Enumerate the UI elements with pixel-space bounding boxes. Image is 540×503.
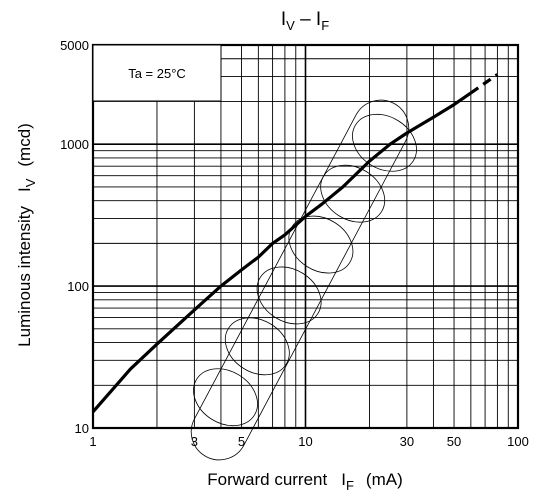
x-tick-label: 1 <box>89 434 96 449</box>
title-base: I <box>281 9 286 30</box>
y-axis-label: Luminous intensity IV (mcd) <box>15 123 38 347</box>
annotation-box: Ta = 25°C <box>92 44 222 102</box>
curve-dashed <box>469 73 499 95</box>
y-axis-symbol-sub: V <box>23 178 38 187</box>
x-tick-label: 30 <box>400 434 414 449</box>
y-tick-label: 1000 <box>60 137 89 152</box>
grid <box>91 43 520 430</box>
x-tick-label: 10 <box>298 434 312 449</box>
x-tick-label: 50 <box>447 434 461 449</box>
y-tick-label: 10 <box>75 421 89 436</box>
x-tick-label: 5 <box>238 434 245 449</box>
x-axis-symbol-sub: F <box>346 478 354 493</box>
x-tick-labels: 1 3 5 10 30 50 100 <box>89 434 528 449</box>
curves <box>91 73 499 413</box>
y-tick-label: 100 <box>67 279 89 294</box>
y-tick-labels: 10 100 1000 5000 <box>60 38 89 436</box>
x-axis-symbol: I <box>341 470 346 489</box>
annotation-text: Ta = 25°C <box>128 66 186 81</box>
watermark-letter <box>256 266 322 325</box>
plot-frame <box>91 43 520 430</box>
x-tick-label: 3 <box>191 434 198 449</box>
x-axis-unit: (mA) <box>366 470 403 489</box>
watermark-letter <box>193 368 258 427</box>
watermark-letter <box>320 164 386 223</box>
curve-solid <box>91 91 472 413</box>
title-sub2: F <box>321 18 329 33</box>
y-axis-symbol: I <box>15 187 34 192</box>
x-tick-label: 100 <box>507 434 529 449</box>
y-axis-unit: (mcd) <box>15 123 34 166</box>
x-axis-label: Forward current IF (mA) <box>207 470 403 493</box>
title-mid: – I <box>295 9 321 30</box>
y-tick-label: 5000 <box>60 38 89 53</box>
chart-title: IV – IF <box>281 9 329 33</box>
x-axis-label-text: Forward current <box>207 470 327 489</box>
y-axis-label-text: Luminous intensity <box>15 206 34 347</box>
title-sub1: V <box>286 18 295 33</box>
watermark-letter <box>352 113 417 172</box>
discontinued-watermark <box>190 99 417 461</box>
watermark-letter <box>224 317 290 376</box>
